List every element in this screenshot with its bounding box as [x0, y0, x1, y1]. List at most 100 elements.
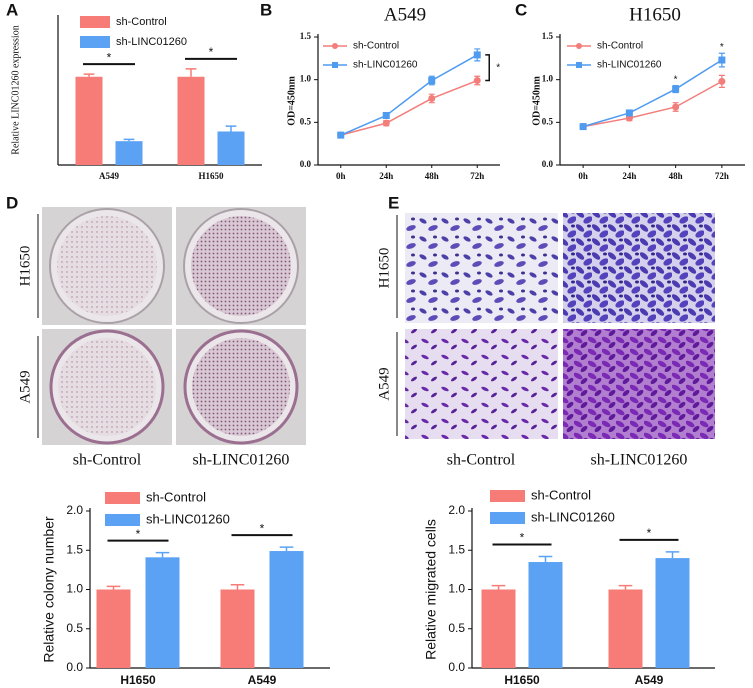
y-tick-label: 0.0 — [448, 660, 465, 674]
y-axis-label: Relative colony number — [41, 516, 57, 663]
panel-letter: D — [6, 193, 18, 212]
y-tick-label: 1.0 — [66, 582, 83, 596]
legend-label: sh-LINC01260 — [353, 60, 418, 71]
significance-bracket — [485, 54, 490, 82]
y-tick-label: 1.0 — [300, 74, 312, 84]
bar — [220, 589, 255, 668]
column-label: sh-LINC01260 — [591, 452, 688, 469]
series-line — [582, 59, 723, 128]
y-tick-label: 1.0 — [448, 582, 465, 596]
legend-marker — [576, 43, 582, 49]
column-label: sh-LINC01260 — [193, 452, 290, 469]
row-label: H1650 — [17, 246, 33, 287]
error-bar — [665, 551, 680, 559]
legend-label: sh-Control — [353, 41, 399, 52]
y-tick-label: 0.0 — [542, 159, 554, 169]
point — [473, 77, 481, 85]
panel-letter: B — [260, 0, 272, 19]
legend-marker — [332, 62, 338, 68]
error-bar — [106, 585, 121, 590]
legend-swatch — [80, 16, 110, 28]
row-label: H1650 — [376, 248, 392, 289]
legend-label: sh-Control — [116, 16, 167, 28]
y-tick-label: 0.5 — [542, 116, 554, 126]
bar — [655, 558, 690, 668]
series-line — [340, 79, 478, 136]
bar — [481, 589, 516, 668]
legend-swatch — [105, 514, 140, 526]
legend-label: sh-LINC01260 — [597, 60, 662, 71]
x-tick-label: A549 — [99, 171, 119, 181]
significance-label: * — [260, 521, 265, 535]
series-line — [340, 54, 478, 136]
error-bar — [538, 555, 553, 563]
bar — [177, 76, 205, 165]
bar — [75, 76, 103, 165]
row-label: A549 — [17, 370, 33, 403]
colony-photos — [42, 207, 306, 445]
significance-label: * — [136, 527, 141, 541]
legend-label: sh-Control — [531, 487, 591, 502]
legend-label: sh-LINC01260 — [116, 36, 187, 48]
point — [382, 112, 390, 120]
y-tick-label: 1.5 — [300, 31, 312, 41]
point — [428, 77, 436, 85]
significance-label: * — [647, 526, 652, 540]
error-bar — [123, 138, 135, 142]
y-tick-label: 1.5 — [448, 542, 465, 556]
error-bar — [491, 584, 506, 590]
x-tick-label: 24h — [622, 171, 636, 181]
bar — [528, 562, 563, 668]
point — [625, 109, 633, 117]
point — [473, 51, 481, 59]
x-tick-label: 48h — [425, 171, 439, 181]
y-axis-label: Relative LINC01260 expression — [10, 25, 21, 154]
error-bar — [225, 125, 237, 132]
error-bar — [155, 551, 170, 558]
y-tick-label: 1.5 — [66, 542, 83, 556]
legend-marker — [576, 62, 582, 68]
legend-label: sh-Control — [146, 489, 206, 504]
x-tick-label: 24h — [379, 171, 393, 181]
panel-letter: C — [515, 0, 527, 19]
significance-label: * — [107, 50, 112, 64]
bar — [608, 589, 643, 668]
x-tick-label: H1650 — [504, 673, 540, 687]
point — [382, 119, 390, 127]
panel-letter: A — [6, 0, 18, 19]
legend-label: sh-LINC01260 — [146, 511, 230, 526]
chart-title: A549 — [384, 4, 426, 25]
x-tick-label: 0h — [336, 171, 346, 181]
x-tick-label: H1650 — [198, 171, 224, 181]
x-tick-label: 72h — [715, 171, 729, 181]
row-label: A549 — [376, 367, 392, 400]
y-tick-label: 0.5 — [448, 621, 465, 635]
bar — [115, 141, 143, 165]
y-tick-label: 0.5 — [300, 116, 312, 126]
panel-letter: E — [388, 193, 399, 212]
point — [672, 103, 680, 111]
legend-swatch — [490, 512, 525, 524]
legend-swatch — [80, 36, 110, 48]
x-tick-label: H1650 — [120, 673, 156, 687]
x-tick-label: A549 — [635, 673, 664, 687]
legend-label: sh-LINC01260 — [531, 509, 615, 524]
y-tick-label: 0.0 — [300, 159, 312, 169]
legend-swatch — [105, 492, 140, 504]
error-bar — [185, 68, 197, 77]
y-tick-label: 0.5 — [66, 621, 83, 635]
bar — [145, 557, 180, 668]
error-bar — [279, 546, 294, 552]
point — [672, 85, 680, 93]
y-axis-label: OD=450nm — [286, 76, 297, 126]
y-tick-label: 1.5 — [542, 31, 554, 41]
y-tick-label: 0.0 — [66, 660, 83, 674]
point — [579, 123, 587, 131]
bar — [269, 551, 304, 668]
bar — [96, 589, 131, 668]
point — [337, 131, 345, 139]
point — [718, 56, 726, 64]
x-tick-label: 48h — [669, 171, 683, 181]
error-bar — [83, 73, 95, 77]
